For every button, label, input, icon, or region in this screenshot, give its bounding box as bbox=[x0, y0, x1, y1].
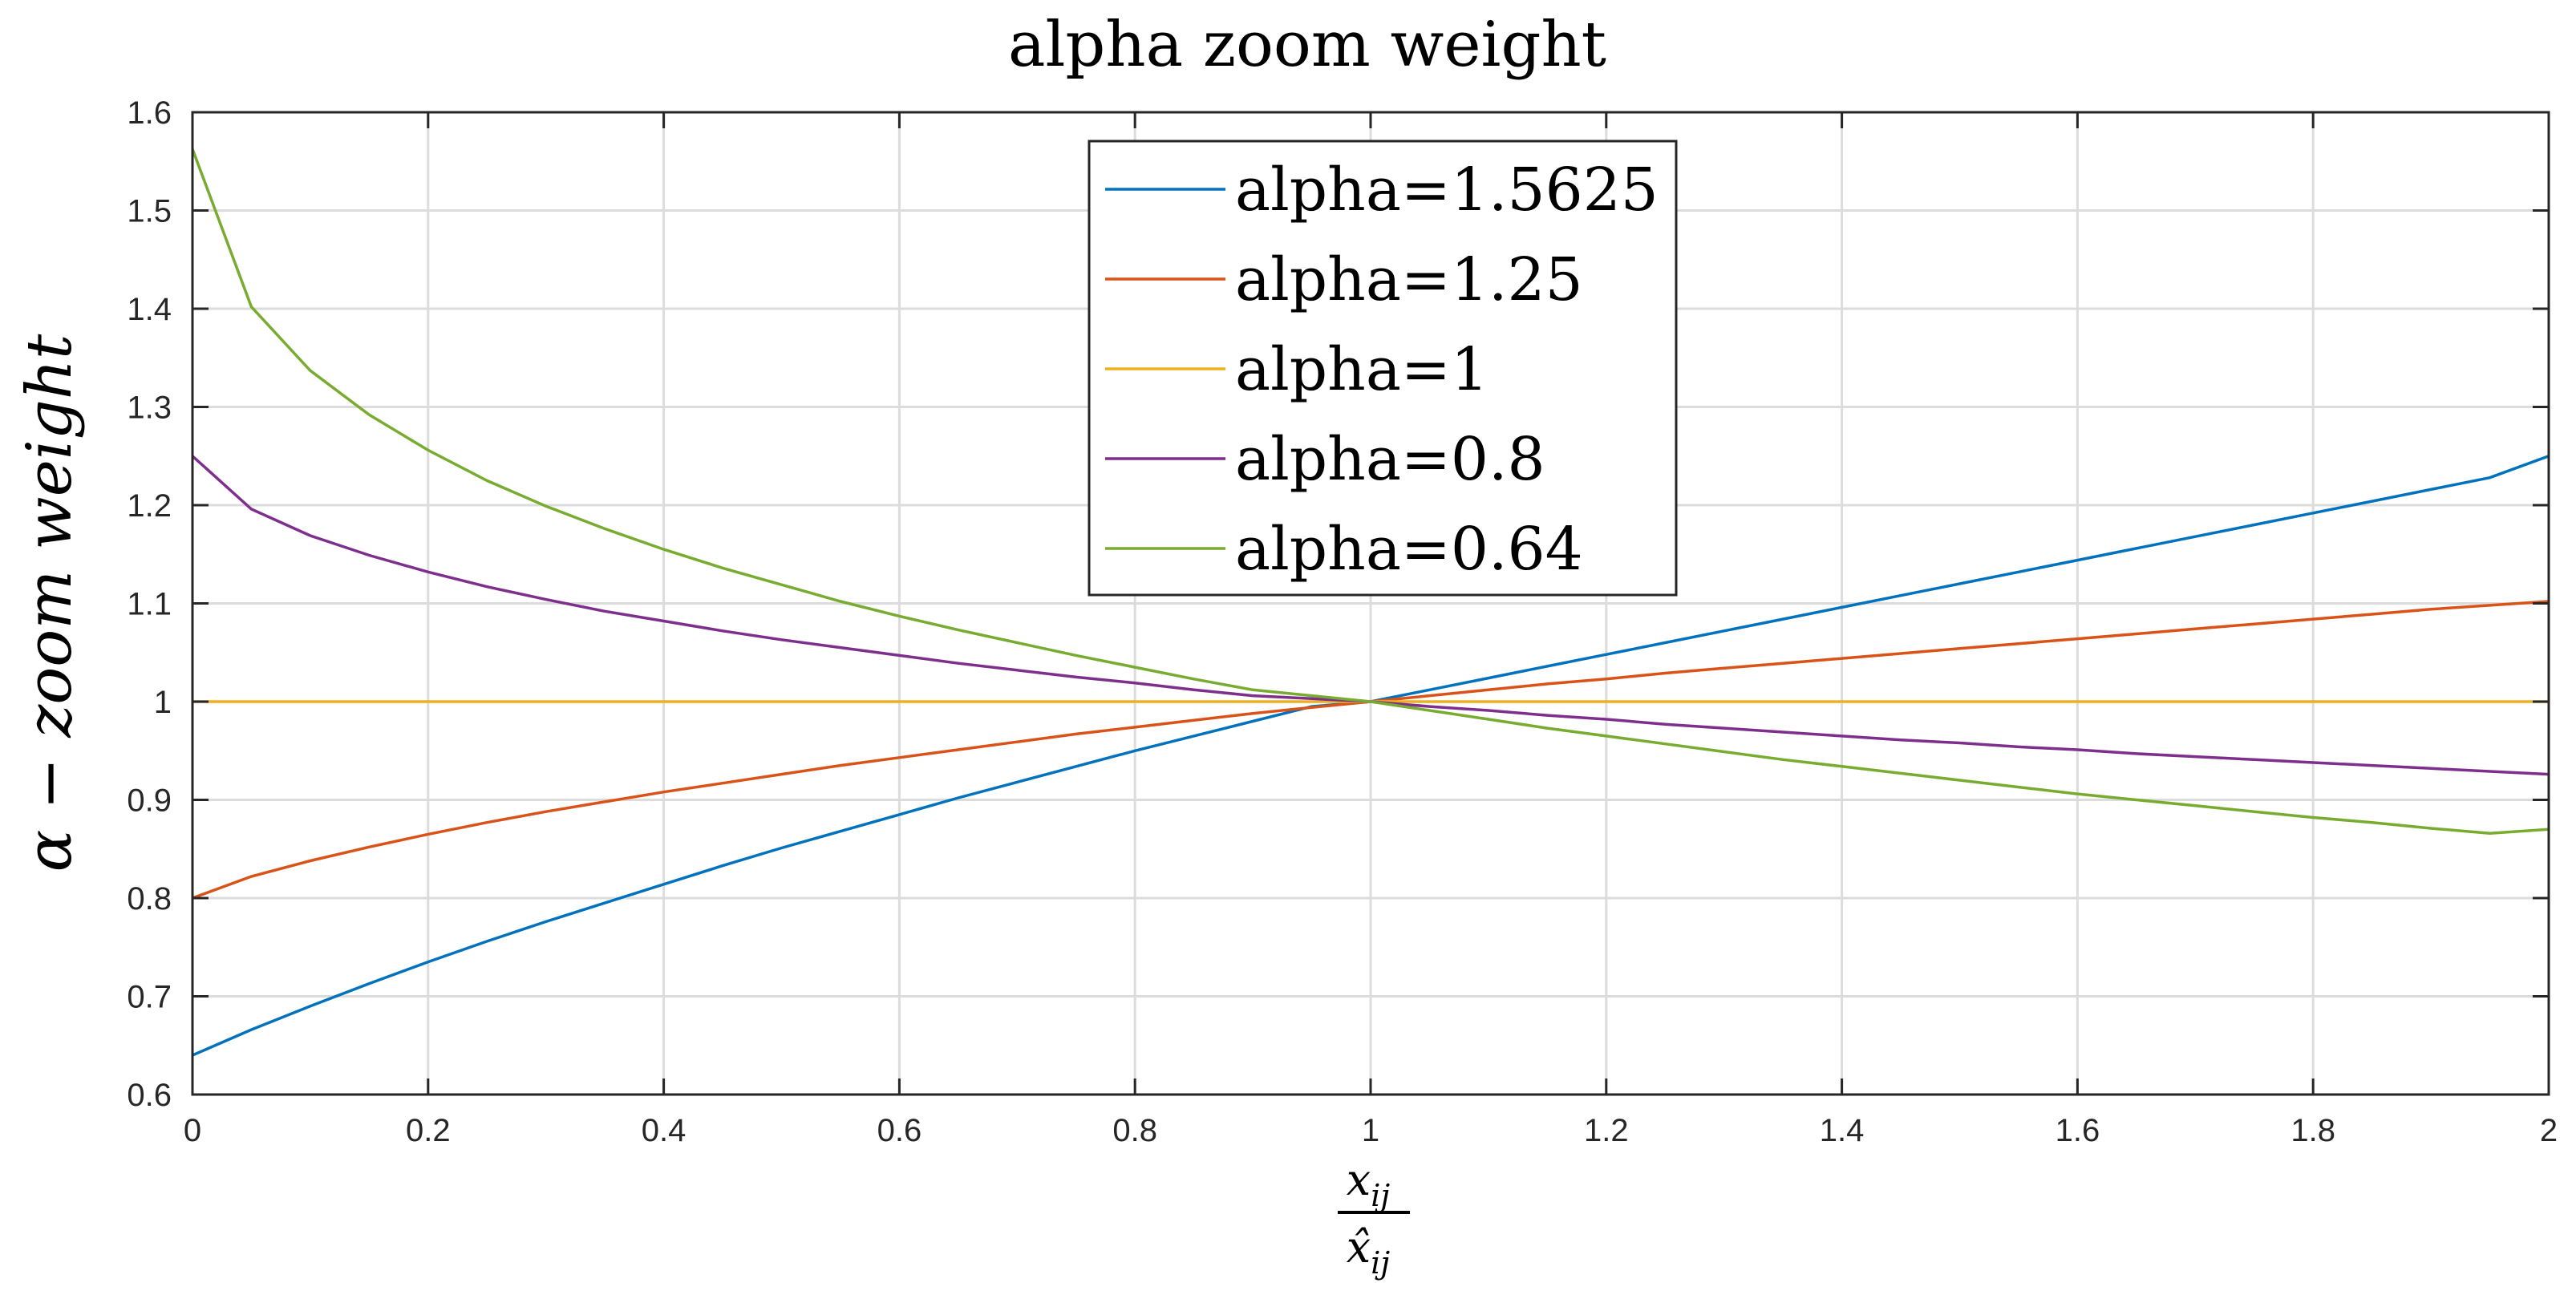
series-line-4 bbox=[191, 148, 2550, 835]
x-axis-numerator-symbol: x bbox=[1347, 1155, 1371, 1205]
x-tick-label: 0.6 bbox=[877, 1113, 922, 1148]
x-tick-label: 2 bbox=[2540, 1113, 2558, 1148]
x-tick-label: 1.6 bbox=[2056, 1113, 2100, 1148]
legend-label-1: alpha=1.25 bbox=[1235, 245, 1583, 314]
y-tick-label: 0.7 bbox=[127, 980, 172, 1015]
y-tick-label: 0.8 bbox=[127, 881, 172, 917]
series-lines bbox=[191, 148, 2550, 1057]
chart-title: alpha zoom weight bbox=[1008, 9, 1606, 81]
y-tick-label: 1.5 bbox=[127, 194, 172, 229]
y-tick-label: 1.6 bbox=[127, 95, 172, 131]
x-tick-label: 0.8 bbox=[1112, 1113, 1157, 1148]
legend-label-0: alpha=1.5625 bbox=[1235, 156, 1659, 225]
legend-label-4: alpha=0.64 bbox=[1235, 515, 1583, 584]
x-tick-label: 0 bbox=[184, 1113, 201, 1148]
x-tick-label: 0.2 bbox=[406, 1113, 451, 1148]
x-tick-label: 1.8 bbox=[2290, 1113, 2335, 1148]
y-tick-label: 0.6 bbox=[127, 1078, 172, 1113]
legend-label-2: alpha=1 bbox=[1235, 335, 1488, 404]
axis-ticks: 0 0.2 0.4 0.6 0.8 1 1.2 1.4 1.6 1.8 2 0.6 0.7 0.8 0.9 1… bbox=[127, 95, 2558, 1148]
x-axis-denominator-subscript: ij bbox=[1371, 1245, 1390, 1281]
legend-label-3: alpha=0.8 bbox=[1235, 425, 1545, 494]
y-tick-label: 1.3 bbox=[127, 391, 172, 426]
y-axis-label: α − zoom weight bbox=[14, 334, 86, 872]
y-tick-label: 1.2 bbox=[127, 488, 172, 524]
x-axis-label-denominator: x̂ij bbox=[1347, 1222, 1391, 1281]
y-tick-label: 1.1 bbox=[127, 587, 172, 622]
x-tick-label: 1.2 bbox=[1584, 1113, 1629, 1148]
x-tick-label: 0.4 bbox=[642, 1113, 687, 1148]
x-tick-label: 1 bbox=[1362, 1113, 1379, 1148]
x-axis-numerator-subscript: ij bbox=[1371, 1178, 1390, 1213]
y-tick-label: 0.9 bbox=[127, 783, 172, 819]
y-tick-label: 1 bbox=[154, 685, 172, 720]
x-axis-label: xij x̂ij bbox=[1338, 1155, 1410, 1281]
x-axis-label-numerator: xij bbox=[1347, 1155, 1391, 1213]
x-tick-label: 1.4 bbox=[1820, 1113, 1865, 1148]
y-tick-label: 1.4 bbox=[127, 292, 172, 327]
x-axis-denominator-symbol: x̂ bbox=[1347, 1222, 1371, 1273]
legend: alpha=1.5625 alpha=1.25 alpha=1 alpha=0.8 al… bbox=[1088, 140, 1678, 597]
